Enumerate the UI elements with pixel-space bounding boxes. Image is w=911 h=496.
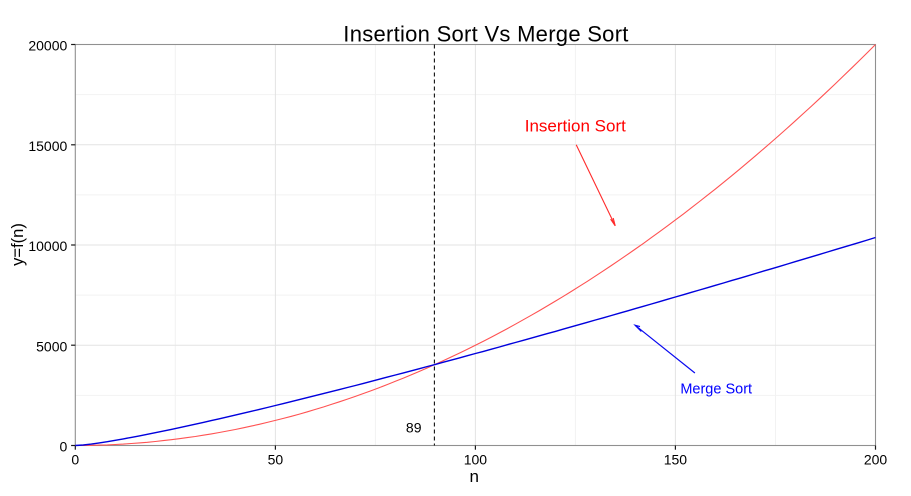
svg-text:20000: 20000 <box>28 38 67 54</box>
svg-text:n: n <box>469 467 478 486</box>
svg-text:5000: 5000 <box>36 338 67 354</box>
svg-text:Merge Sort: Merge Sort <box>680 382 752 398</box>
svg-text:100: 100 <box>464 452 488 468</box>
svg-text:89: 89 <box>406 419 422 435</box>
svg-text:Insertion Sort Vs Merge Sort: Insertion Sort Vs Merge Sort <box>343 21 628 46</box>
svg-text:0: 0 <box>60 439 68 455</box>
svg-text:200: 200 <box>864 452 888 468</box>
svg-text:150: 150 <box>664 452 688 468</box>
svg-text:15000: 15000 <box>28 138 67 154</box>
svg-text:50: 50 <box>268 452 284 468</box>
svg-text:Insertion Sort: Insertion Sort <box>525 116 626 135</box>
svg-text:y=f(n): y=f(n) <box>9 223 27 266</box>
svg-text:0: 0 <box>71 452 79 468</box>
svg-text:10000: 10000 <box>28 238 67 254</box>
